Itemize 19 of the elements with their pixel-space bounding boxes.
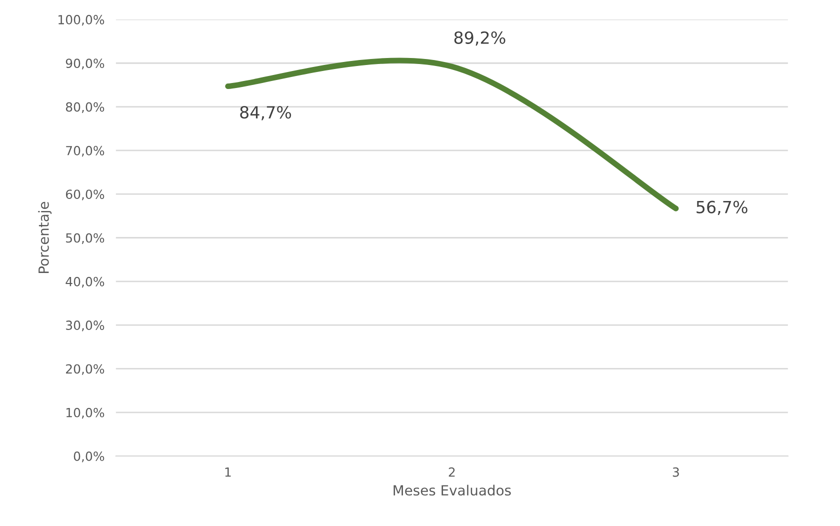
x-axis-title: Meses Evaluados bbox=[394, 484, 511, 496]
y-tick-label: 30,0% bbox=[66, 320, 104, 332]
y-tick-label: 50,0% bbox=[66, 233, 104, 244]
y-tick-label: 20,0% bbox=[66, 364, 104, 375]
y-tick-label: 0,0% bbox=[74, 452, 104, 462]
x-tick-label: 2 bbox=[448, 467, 455, 477]
y-tick-label: 60,0% bbox=[66, 190, 104, 200]
y-tick-label: 10,0% bbox=[66, 408, 104, 419]
y-tick-label: 80,0% bbox=[66, 102, 104, 113]
data-label: 56,7% bbox=[696, 200, 748, 216]
x-tick-label: 1 bbox=[225, 468, 231, 477]
data-label: 89,2% bbox=[454, 31, 506, 46]
y-tick-label: 70,0% bbox=[66, 146, 104, 157]
y-tick-label: 90,0% bbox=[66, 58, 104, 70]
y-tick-label: 100,0% bbox=[58, 14, 104, 26]
x-tick-label: 3 bbox=[672, 467, 679, 477]
data-label: 84,7% bbox=[240, 106, 292, 120]
y-tick-label: 40,0% bbox=[66, 276, 104, 288]
y-axis-title: Porcentaje bbox=[38, 202, 52, 273]
